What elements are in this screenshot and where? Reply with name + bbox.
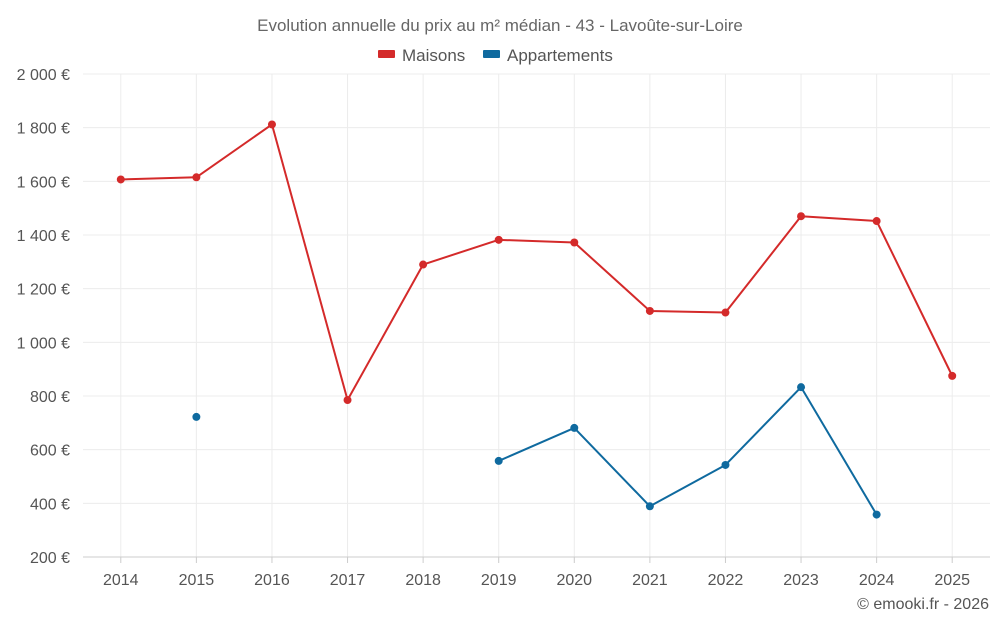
data-point-maisons[interactable] — [494, 235, 503, 244]
y-tick-label: 2 000 € — [17, 67, 70, 84]
data-point-maisons[interactable] — [872, 217, 881, 226]
data-point-maisons[interactable] — [192, 173, 201, 182]
chart-title: Evolution annuelle du prix au m² médian … — [257, 16, 743, 35]
data-point-maisons[interactable] — [116, 175, 125, 184]
legend-item-maisons[interactable]: Maisons — [378, 46, 465, 65]
data-point-appartements[interactable] — [721, 460, 730, 469]
series-line-appartements — [498, 386, 878, 516]
y-tick-label: 1 800 € — [17, 121, 70, 138]
x-tick-label: 2014 — [103, 572, 139, 589]
grid — [83, 73, 990, 557]
y-tick-label: 1 000 € — [17, 335, 70, 352]
x-tick-label: 2022 — [708, 572, 744, 589]
x-tick-label: 2020 — [556, 572, 592, 589]
axes: 200 € 400 € 600 € 800 € 1 000 € 1 200 € 1 400 … — [17, 67, 990, 589]
y-tick-label: 800 € — [30, 389, 70, 406]
x-tick-label: 2017 — [330, 572, 366, 589]
x-tick-label: 2025 — [934, 572, 970, 589]
data-point-maisons[interactable] — [267, 120, 276, 129]
legend-swatch-appartements — [483, 50, 500, 58]
x-tick-label: 2024 — [859, 572, 895, 589]
y-tick-label: 600 € — [30, 443, 70, 460]
data-point-maisons[interactable] — [645, 306, 654, 315]
data-point-maisons[interactable] — [343, 396, 352, 405]
legend: Maisons Appartements — [378, 46, 613, 65]
data-point-appartements[interactable] — [872, 510, 881, 519]
series — [116, 120, 957, 519]
x-tick-label: 2021 — [632, 572, 668, 589]
x-tick-label: 2016 — [254, 572, 290, 589]
data-point-maisons[interactable] — [419, 260, 428, 269]
data-point-maisons[interactable] — [948, 371, 957, 380]
x-tick-label: 2019 — [481, 572, 517, 589]
data-point-appartements[interactable] — [192, 412, 201, 421]
data-point-appartements[interactable] — [645, 502, 654, 511]
legend-swatch-maisons — [378, 50, 395, 58]
credit-text[interactable]: © emooki.fr - 2026 — [857, 596, 989, 613]
data-point-appartements[interactable] — [494, 456, 503, 465]
x-tick-label: 2015 — [179, 572, 215, 589]
y-tick-label: 1 600 € — [17, 174, 70, 191]
data-point-maisons[interactable] — [797, 212, 806, 221]
x-tick-label: 2018 — [405, 572, 441, 589]
series-appartements — [192, 383, 881, 519]
y-tick-label: 1 200 € — [17, 282, 70, 299]
data-point-maisons[interactable] — [570, 238, 579, 247]
y-tick-label: 400 € — [30, 496, 70, 513]
data-point-appartements[interactable] — [797, 383, 806, 392]
series-line-maisons — [120, 123, 954, 402]
legend-item-appartements[interactable]: Appartements — [483, 46, 613, 65]
legend-label-appartements: Appartements — [507, 46, 613, 65]
y-tick-label: 200 € — [30, 550, 70, 567]
data-point-appartements[interactable] — [570, 423, 579, 432]
y-tick-label: 1 400 € — [17, 228, 70, 245]
x-tick-label: 2023 — [783, 572, 819, 589]
legend-label-maisons: Maisons — [402, 46, 465, 65]
data-point-maisons[interactable] — [721, 308, 730, 317]
series-maisons — [116, 120, 957, 405]
